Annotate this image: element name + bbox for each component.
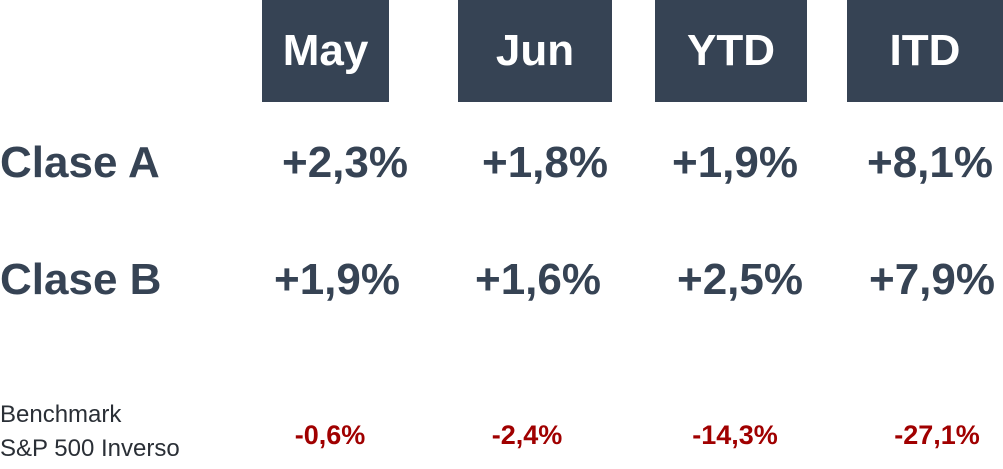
cell-value: +7,9%	[869, 255, 995, 304]
cell-value: +1,9%	[274, 255, 400, 304]
row-label: Clase B	[0, 255, 162, 304]
column-header: Jun	[458, 0, 612, 102]
row-label: Benchmark	[0, 401, 122, 428]
cell-value: +1,6%	[475, 255, 601, 304]
cell-value: +1,8%	[482, 138, 608, 187]
row-label: Clase A	[0, 138, 160, 187]
cell-value: +2,3%	[282, 138, 408, 187]
cell-value: +1,9%	[672, 138, 798, 187]
row-label: S&P 500 Inverso	[0, 435, 180, 462]
cell-value: +8,1%	[867, 138, 993, 187]
cell-value: -0,6%	[294, 420, 366, 450]
cell-value: +2,5%	[677, 255, 803, 304]
column-header: ITD	[847, 0, 1003, 102]
column-header: YTD	[655, 0, 807, 102]
cell-value: -27,1%	[894, 420, 980, 450]
cell-value: -14,3%	[692, 420, 778, 450]
cell-value: -2,4%	[491, 420, 563, 450]
column-header: May	[262, 0, 389, 102]
